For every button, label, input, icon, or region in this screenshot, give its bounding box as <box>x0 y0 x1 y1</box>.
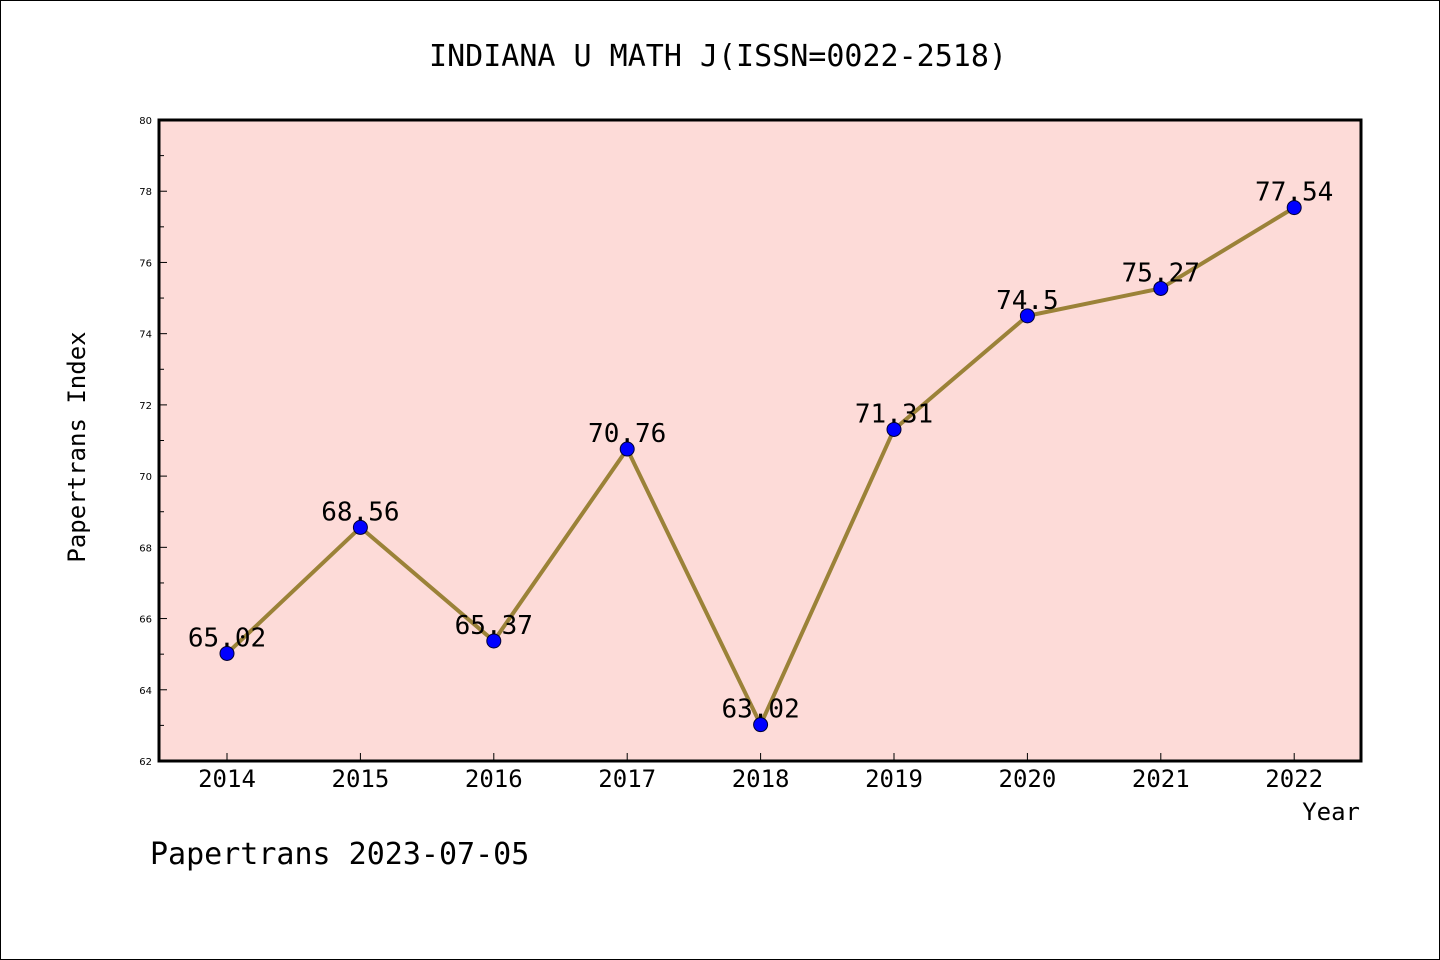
y-tick-label: 70 <box>139 472 152 483</box>
y-tick-label: 68 <box>139 543 152 554</box>
y-axis-label: Papertrans Index <box>63 331 91 562</box>
x-tick-label: 2018 <box>732 765 790 793</box>
x-axis-label: Year <box>1302 798 1360 826</box>
data-label: 70.76 <box>588 419 666 449</box>
data-point <box>1153 280 1169 296</box>
x-tick-label: 2020 <box>999 765 1057 793</box>
data-point <box>886 421 902 437</box>
series-markers <box>219 200 1302 733</box>
x-axis: 2014 2015 2016 2017 2018 2019 2020 2021 2022 <box>198 753 1323 793</box>
y-tick-label: 64 <box>139 686 152 697</box>
footer-credit: Papertrans 2023-07-05 <box>150 837 529 872</box>
x-tick-label: 2014 <box>198 765 256 793</box>
data-label: 68.56 <box>321 497 399 527</box>
plot-border <box>157 118 1363 763</box>
data-point <box>1286 200 1302 216</box>
data-label: 65.02 <box>188 623 266 653</box>
y-tick-label: 80 <box>139 116 152 127</box>
data-point <box>219 645 235 661</box>
data-point <box>753 717 769 733</box>
data-label: 75.27 <box>1122 258 1200 288</box>
data-label: 63.02 <box>721 695 799 725</box>
x-tick-label: 2016 <box>465 765 523 793</box>
x-tick-label: 2019 <box>865 765 923 793</box>
data-label: 65.37 <box>455 611 533 641</box>
y-tick-label: 74 <box>139 330 152 341</box>
plot-area <box>159 120 1361 761</box>
y-tick-label: 62 <box>139 757 152 768</box>
data-point <box>486 633 502 649</box>
x-tick-label: 2021 <box>1132 765 1190 793</box>
data-point <box>619 441 635 457</box>
chart-title: INDIANA U MATH J(ISSN=0022-2518) <box>429 39 1007 74</box>
y-tick-label: 78 <box>139 187 152 198</box>
data-point <box>1019 308 1035 324</box>
data-labels: 65.02 68.56 65.37 70.76 63.02 71.31 74.5 75.27 7… <box>188 178 1333 725</box>
data-point <box>352 519 368 535</box>
x-tick-label: 2017 <box>598 765 656 793</box>
y-tick-label: 76 <box>139 258 152 269</box>
y-tick-label: 66 <box>139 615 152 626</box>
data-label: 77.54 <box>1255 178 1333 208</box>
y-tick-label: 72 <box>139 401 152 412</box>
x-tick-label: 2015 <box>332 765 390 793</box>
x-tick-label: 2022 <box>1265 765 1323 793</box>
data-label: 74.5 <box>996 286 1059 316</box>
data-label: 71.31 <box>855 399 933 429</box>
